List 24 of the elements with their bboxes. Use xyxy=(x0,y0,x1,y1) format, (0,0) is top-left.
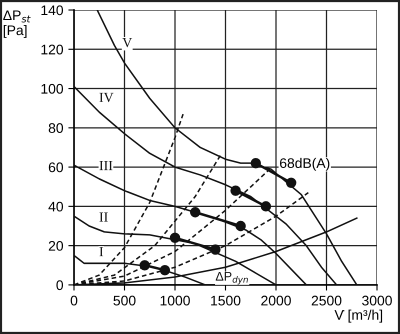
y-tick-label: 60 xyxy=(48,162,64,172)
x-tick-label: 1000 xyxy=(160,296,190,306)
series-label: IV xyxy=(100,92,114,102)
x-tick-label: 500 xyxy=(113,296,136,306)
y-tick-label: 100 xyxy=(41,84,64,94)
x-tick-label: 2000 xyxy=(261,296,291,306)
series-label: II xyxy=(100,212,108,222)
x-axis-title: V̇ [m³/h] xyxy=(334,310,382,323)
y-tick-label: 80 xyxy=(48,123,64,133)
series-label: V xyxy=(122,38,132,48)
y-tick-label: 40 xyxy=(48,202,64,212)
series-label: ΔP$_{dyn}$ xyxy=(216,272,248,284)
y-tick-label: 120 xyxy=(41,44,64,54)
series-label: III xyxy=(100,161,112,170)
annotation: 68dB(A) xyxy=(280,158,330,171)
y-axis-title: ΔP$_{st}$ [Pa] xyxy=(3,10,31,38)
x-tick-label: 3000 xyxy=(362,296,392,306)
series-label: I xyxy=(100,247,104,256)
x-tick-label: 0 xyxy=(70,296,78,306)
y-tick-label: 20 xyxy=(48,240,64,251)
y-tick-label: 140 xyxy=(41,5,64,16)
x-tick-label: 2500 xyxy=(312,296,342,306)
y-tick-label: 0 xyxy=(56,280,64,290)
x-tick-label: 1500 xyxy=(211,296,240,306)
